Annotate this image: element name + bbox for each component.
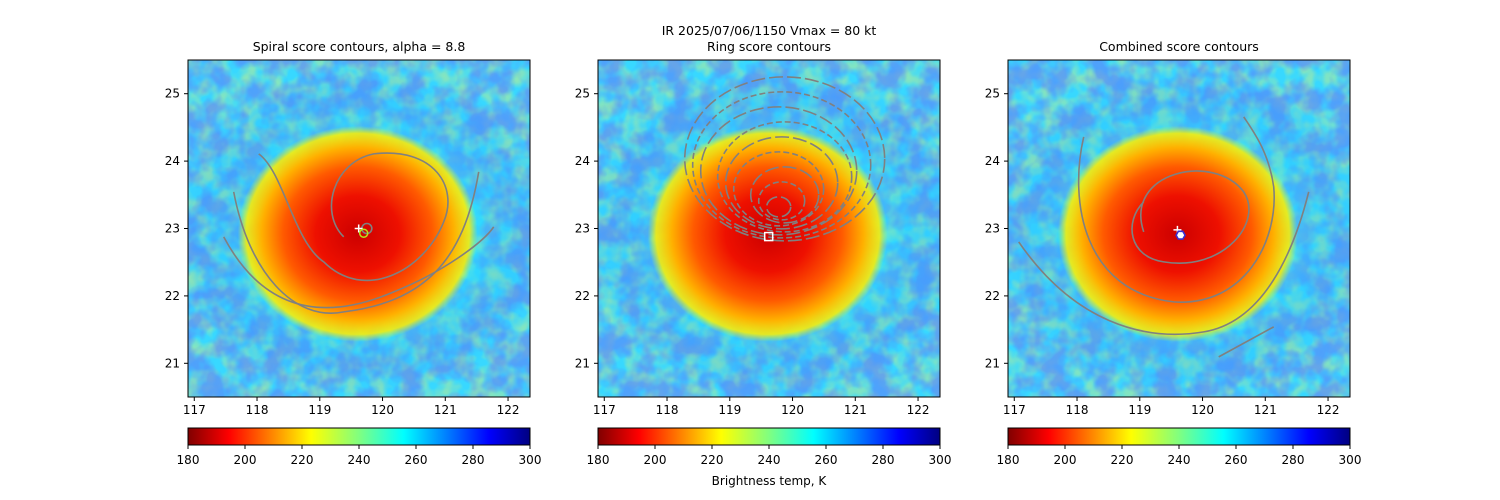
x-tick-label: 120 <box>371 403 394 417</box>
x-tick-label: 121 <box>844 403 867 417</box>
y-tick-label: 22 <box>575 289 590 303</box>
y-tick-label: 24 <box>165 154 180 168</box>
storm-core <box>647 125 888 342</box>
colorbar-tick-label: 220 <box>291 453 314 467</box>
x-tick-label: 117 <box>593 403 616 417</box>
combined-contour-outer <box>1018 191 1310 335</box>
colorbar-tick-label: 280 <box>872 453 895 467</box>
ring-contour-4 <box>732 151 825 227</box>
ir-image <box>1008 60 1350 397</box>
ring-contour-8 <box>691 91 872 239</box>
panel-2: Ring score contours 117 118 119 120 121 122 21 2… <box>575 39 952 467</box>
x-tick-label: 117 <box>183 403 206 417</box>
panel-1: Spiral score contours, alpha = 8.8 117 118… <box>165 39 542 467</box>
colorbar-tick-label: 260 <box>1225 453 1248 467</box>
panel-3: Combined score contours 117 118 119 120 121 12… <box>985 39 1362 467</box>
colorbar-tick-label: 300 <box>1339 453 1362 467</box>
y-tick-label: 21 <box>575 356 590 370</box>
x-tick-label: 118 <box>1066 403 1089 417</box>
y-tick-label: 25 <box>985 87 1000 101</box>
x-tick-label: 122 <box>907 403 930 417</box>
y-tick-label: 24 <box>985 154 1000 168</box>
colorbar-tick-label: 180 <box>177 453 200 467</box>
colorbar-tick-label: 220 <box>701 453 724 467</box>
colorbar-gradient <box>1007 427 1351 446</box>
y-tick-label: 23 <box>575 222 590 236</box>
colorbar-tick-label: 220 <box>1111 453 1134 467</box>
colorbar: 180 200 220 240 260 280 300 <box>587 427 952 467</box>
ring-contour-6 <box>716 121 853 233</box>
colorbar-tick-label: 260 <box>815 453 838 467</box>
y-tick-label: 23 <box>985 222 1000 236</box>
ring-contour-7 <box>699 106 858 236</box>
colorbar: 180 200 220 240 260 280 300 <box>997 427 1362 467</box>
y-tick-label: 22 <box>165 289 180 303</box>
colorbar-label: Brightness temp, K <box>712 474 828 488</box>
score-contours <box>1018 116 1310 358</box>
center-marker-circle <box>358 228 369 238</box>
x-tick-label: 119 <box>718 403 741 417</box>
colorbar-tick-label: 240 <box>348 453 371 467</box>
ring-contour-3 <box>749 166 820 224</box>
x-tick-label: 120 <box>781 403 804 417</box>
center-marker-square <box>763 231 774 242</box>
spiral-contour-outer <box>223 226 495 309</box>
ring-contour-2 <box>757 181 806 221</box>
combined-contour-middle <box>1077 116 1275 303</box>
y-tick-label: 23 <box>165 222 180 236</box>
colorbar-gradient <box>187 427 531 446</box>
y-tick-label: 25 <box>165 87 180 101</box>
x-tick-label: 122 <box>497 403 520 417</box>
colorbar-tick-label: 300 <box>929 453 952 467</box>
storm-core <box>237 125 478 342</box>
x-tick-label: 121 <box>1254 403 1277 417</box>
x-tick-label: 118 <box>246 403 269 417</box>
combined-contour-inner <box>1131 170 1250 264</box>
spiral-contour-middle <box>232 171 480 314</box>
colorbar-tick-label: 240 <box>1168 453 1191 467</box>
panel-title: Spiral score contours, alpha = 8.8 <box>253 39 466 54</box>
score-contours <box>683 76 886 242</box>
x-tick-label: 117 <box>1003 403 1026 417</box>
colorbar-tick-label: 200 <box>234 453 257 467</box>
figure-suptitle: IR 2025/07/06/1150 Vmax = 80 kt <box>662 23 877 38</box>
x-tick-label: 119 <box>308 403 331 417</box>
x-tick-label: 120 <box>1191 403 1214 417</box>
x-tick-label: 119 <box>1128 403 1151 417</box>
spiral-contour-inner <box>258 152 449 282</box>
colorbar-tick-label: 280 <box>1282 453 1305 467</box>
ring-contour-1 <box>765 196 792 218</box>
colorbar-tick-label: 180 <box>587 453 610 467</box>
chart-panels: Spiral score contours, alpha = 8.8 117 118… <box>165 39 1362 467</box>
x-tick-label: 122 <box>1317 403 1340 417</box>
x-tick-label: 118 <box>656 403 679 417</box>
colorbar-tick-label: 240 <box>758 453 781 467</box>
colorbar-tick-label: 200 <box>1054 453 1077 467</box>
colorbar-tick-label: 180 <box>997 453 1020 467</box>
colorbar: 180 200 220 240 260 280 300 <box>177 427 542 467</box>
center-marker-hexagon <box>1175 230 1187 240</box>
score-contours <box>223 152 495 314</box>
colorbar-tick-label: 280 <box>462 453 485 467</box>
ir-image <box>188 60 530 397</box>
y-tick-label: 21 <box>985 356 1000 370</box>
panel-title: Combined score contours <box>1099 39 1259 54</box>
colorbar-tick-label: 300 <box>519 453 542 467</box>
ring-contour-9 <box>683 76 886 242</box>
y-tick-label: 24 <box>575 154 590 168</box>
y-tick-label: 21 <box>165 356 180 370</box>
colorbar-gradient <box>597 427 941 446</box>
x-tick-label: 121 <box>434 403 457 417</box>
ring-contour-5 <box>724 136 839 230</box>
colorbar-tick-label: 200 <box>644 453 667 467</box>
y-tick-label: 22 <box>985 289 1000 303</box>
combined-contour-fragment <box>1218 326 1275 358</box>
colorbar-tick-label: 260 <box>405 453 428 467</box>
ir-image <box>598 60 940 397</box>
center-marker-plus <box>354 224 363 233</box>
y-tick-label: 25 <box>575 87 590 101</box>
panel-title: Ring score contours <box>707 39 831 54</box>
